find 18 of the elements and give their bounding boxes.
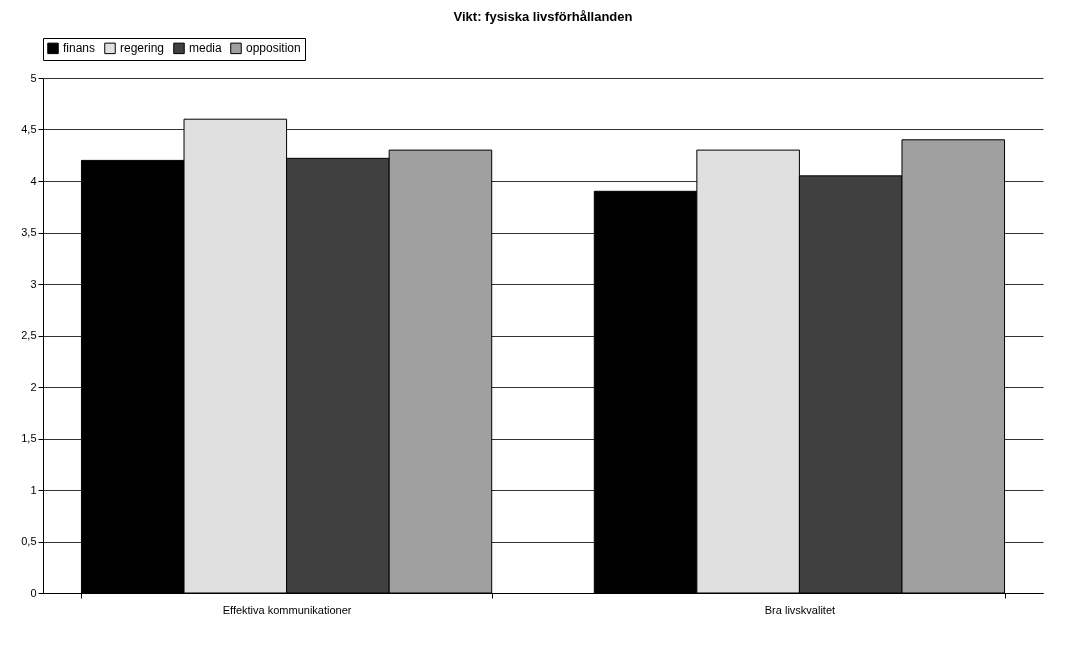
y-tick-label: 1,5 <box>21 432 37 444</box>
y-tick-label: 0,5 <box>21 535 37 547</box>
chart-title: Vikt: fysiska livsförhållanden <box>453 8 633 24</box>
y-tick-label: 4 <box>30 174 37 187</box>
y-tick-label: 4,5 <box>21 123 37 135</box>
y-tick-label: 5 <box>30 71 37 84</box>
y-tick-label: 3 <box>30 277 37 290</box>
y-tick-label: 2 <box>30 380 37 393</box>
y-tick-label: 0 <box>30 586 37 599</box>
legend-label: opposition <box>246 41 301 56</box>
x-tick-label: Effektiva kommunikationer <box>222 603 352 616</box>
y-tick-label: 1 <box>30 483 37 496</box>
y-tick-label: 3,5 <box>21 226 37 238</box>
legend-label: finans <box>63 41 96 56</box>
x-tick-label: Bra livskvalitet <box>764 603 836 616</box>
legend-label: media <box>189 41 223 56</box>
legend-label: regering <box>120 41 165 56</box>
y-tick-label: 2,5 <box>21 329 37 341</box>
